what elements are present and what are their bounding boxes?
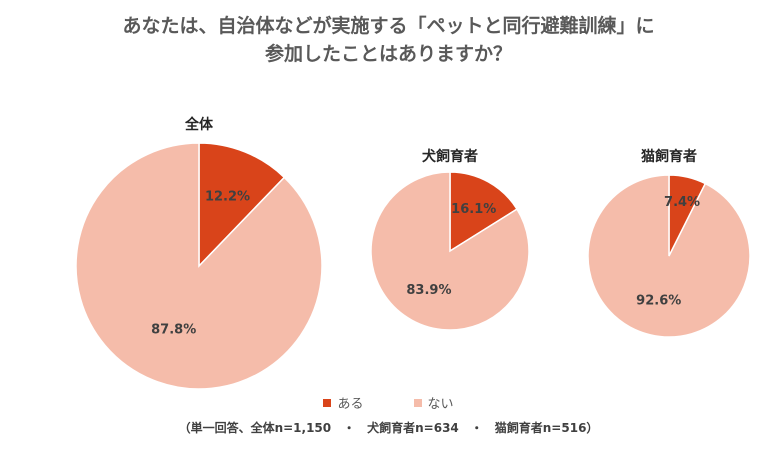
- legend-label-aru: ある: [337, 397, 364, 412]
- data-label-all-aru: 12.2%: [205, 189, 250, 204]
- chart-title-line2: 参加したことはありますか？: [264, 43, 512, 65]
- pie-title-dog-owners: 犬飼育者: [422, 148, 478, 165]
- pie-dog-owners: 犬飼育者 16.1% 83.9%: [370, 148, 530, 331]
- legend-swatch-aru: [323, 398, 332, 407]
- legend-item-nai: ない: [413, 393, 454, 412]
- legend-swatch-nai: [413, 398, 422, 407]
- sample-size-note: （単一回答、全体n=1,150 ・ 犬飼育者n=634 ・ 猫飼育者n=516）: [178, 421, 599, 435]
- slice-dog-owners-aru: [449, 171, 519, 253]
- legend-item-aru: ある: [323, 393, 364, 412]
- pie-all: 全体 12.2% 87.8%: [75, 116, 323, 390]
- slice-cat-owners-nai: [587, 174, 751, 338]
- data-label-cat-owners-nai: 92.6%: [636, 293, 681, 308]
- slice-all-nai: [75, 142, 323, 390]
- data-label-all-nai: 87.8%: [151, 323, 196, 338]
- data-label-dog-owners-aru: 16.1%: [451, 202, 496, 217]
- data-label-cat-owners-aru: 7.4%: [664, 195, 700, 210]
- data-label-dog-owners-nai: 83.9%: [406, 283, 451, 298]
- chart-title: あなたは、自治体などが実施する「ペットと同行避難訓練」に 参加したことはあります…: [0, 12, 777, 68]
- legend: ある ない: [0, 393, 777, 412]
- slice-all-aru: [198, 142, 286, 268]
- pie-title-all: 全体: [184, 116, 214, 133]
- legend-label-nai: ない: [427, 397, 454, 412]
- pie-title-cat-owners: 猫飼育者: [641, 148, 697, 165]
- slice-dog-owners-nai: [370, 171, 530, 331]
- chart-title-line1: あなたは、自治体などが実施する「ペットと同行避難訓練」に: [122, 15, 655, 37]
- pie-cat-owners: 猫飼育者 7.4% 92.6%: [587, 148, 751, 338]
